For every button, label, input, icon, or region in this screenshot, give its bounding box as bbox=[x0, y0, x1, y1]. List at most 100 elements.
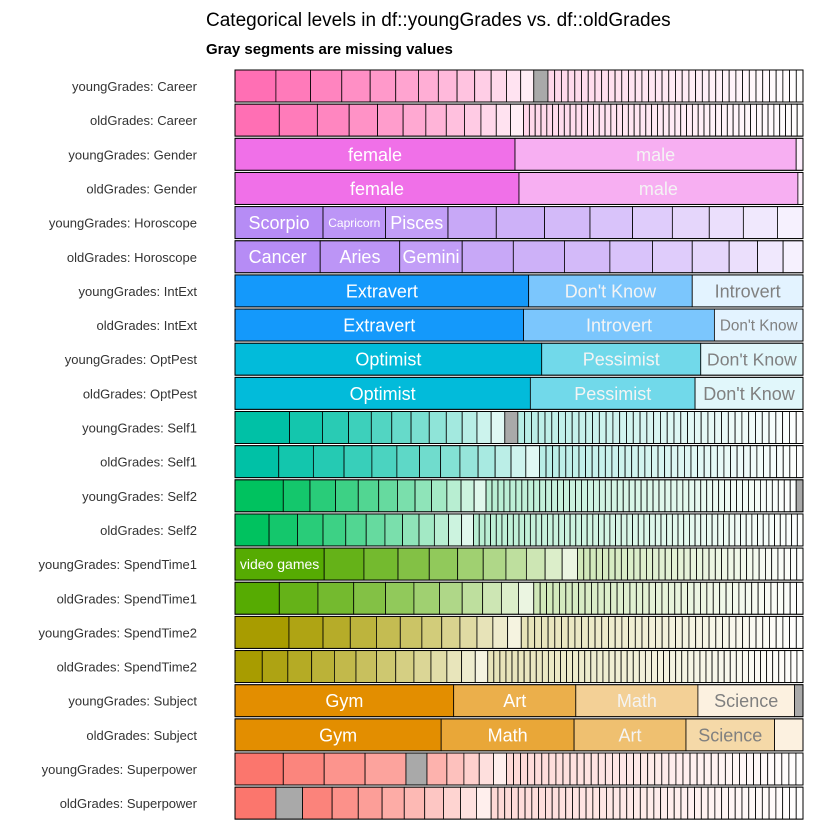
level-segment bbox=[403, 786, 426, 820]
level-segment bbox=[748, 69, 757, 103]
level-segment bbox=[490, 786, 499, 820]
level-segment bbox=[628, 616, 636, 649]
level-segment bbox=[602, 547, 610, 581]
level-segment bbox=[667, 786, 675, 820]
level-segment bbox=[234, 581, 280, 615]
level-segment bbox=[603, 513, 611, 547]
segment-label: Art bbox=[503, 691, 526, 711]
row-bar-outline bbox=[234, 171, 804, 205]
level-segment bbox=[445, 411, 463, 444]
level-segment bbox=[716, 445, 725, 479]
level-segment bbox=[668, 103, 676, 137]
level-segment bbox=[648, 616, 656, 649]
level-segment bbox=[741, 650, 749, 683]
level-segment bbox=[761, 411, 770, 444]
level-segment bbox=[399, 616, 423, 649]
level-segment bbox=[541, 616, 549, 649]
level-segment bbox=[687, 786, 695, 820]
level-segment bbox=[396, 445, 421, 479]
level-segment bbox=[725, 581, 733, 615]
level-segment bbox=[461, 650, 476, 683]
level-segment bbox=[425, 103, 447, 137]
level-segment bbox=[769, 616, 777, 649]
row-label-oldgrades-horoscope: oldGrades: Horoscope bbox=[67, 250, 197, 265]
level-segment bbox=[741, 786, 750, 820]
level-segment bbox=[723, 445, 731, 479]
level-segment bbox=[653, 786, 662, 820]
level-segment bbox=[544, 547, 563, 581]
level-segment bbox=[345, 513, 367, 547]
level-segment bbox=[577, 547, 585, 581]
level-segment bbox=[783, 547, 791, 581]
level-segment bbox=[598, 411, 607, 444]
level-segment bbox=[661, 581, 669, 615]
level-segment bbox=[769, 69, 777, 103]
level-segment bbox=[671, 547, 679, 581]
level-segment bbox=[681, 69, 690, 103]
level-segment bbox=[644, 650, 652, 683]
level-segment bbox=[554, 616, 562, 649]
level-segment bbox=[385, 581, 415, 615]
level-segment bbox=[278, 103, 318, 137]
level-segment bbox=[604, 445, 613, 479]
level-segment bbox=[234, 445, 280, 479]
level-segment bbox=[523, 308, 715, 342]
segment-label: Extravert bbox=[346, 281, 418, 301]
level-segment bbox=[565, 786, 573, 820]
level-segment bbox=[713, 308, 804, 342]
level-segment bbox=[322, 616, 351, 649]
level-segment bbox=[460, 479, 475, 513]
level-segment bbox=[541, 342, 702, 376]
level-segment bbox=[691, 103, 699, 137]
level-segment bbox=[702, 547, 710, 581]
level-segment bbox=[748, 786, 756, 820]
level-segment bbox=[646, 547, 654, 581]
level-segment bbox=[761, 786, 770, 820]
level-segment bbox=[627, 547, 635, 581]
level-segment bbox=[505, 650, 513, 683]
level-segment bbox=[795, 411, 804, 444]
level-segment bbox=[426, 752, 448, 786]
level-segment bbox=[506, 69, 522, 103]
level-segment bbox=[693, 650, 701, 683]
level-segment bbox=[234, 206, 324, 240]
level-segment bbox=[608, 547, 616, 581]
level-segment bbox=[287, 650, 313, 683]
segment-label: Math bbox=[617, 691, 657, 711]
level-segment bbox=[499, 650, 507, 683]
level-segment bbox=[531, 786, 540, 820]
level-segment bbox=[371, 445, 398, 479]
level-segment bbox=[738, 581, 746, 615]
level-segment bbox=[728, 69, 737, 103]
level-segment bbox=[569, 752, 578, 786]
level-segment bbox=[795, 752, 804, 786]
level-segment bbox=[560, 650, 567, 683]
row-bar-outline bbox=[234, 137, 804, 171]
level-segment bbox=[797, 172, 804, 205]
level-segment bbox=[735, 650, 743, 683]
level-segment bbox=[772, 650, 780, 683]
row-bar-outline bbox=[234, 69, 804, 103]
level-segment bbox=[654, 752, 663, 786]
segment-label: female bbox=[350, 179, 404, 199]
level-segment bbox=[593, 103, 600, 137]
level-segment bbox=[634, 69, 643, 103]
level-segment bbox=[626, 411, 634, 444]
level-segment bbox=[541, 513, 548, 547]
level-segment bbox=[478, 513, 486, 547]
level-segment bbox=[748, 479, 755, 513]
level-segment bbox=[778, 650, 786, 683]
level-segment bbox=[482, 581, 502, 615]
level-segment bbox=[703, 752, 712, 786]
level-segment bbox=[446, 650, 463, 683]
level-segment bbox=[646, 786, 655, 820]
level-segment bbox=[783, 581, 791, 615]
level-segment bbox=[711, 650, 719, 683]
row-bar-outline bbox=[234, 411, 804, 444]
level-segment bbox=[560, 69, 569, 103]
segment-label: Cancer bbox=[249, 247, 307, 267]
level-segment bbox=[776, 581, 785, 615]
level-segment bbox=[779, 513, 787, 547]
level-segment bbox=[712, 581, 721, 615]
level-segment bbox=[445, 103, 465, 137]
